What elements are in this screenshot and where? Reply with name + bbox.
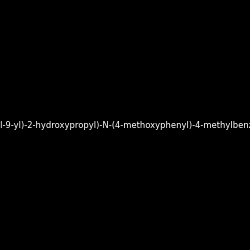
Text: N-(3-(9H-carbazol-9-yl)-2-hydroxypropyl)-N-(4-methoxyphenyl)-4-methylbenzenesulf: N-(3-(9H-carbazol-9-yl)-2-hydroxypropyl)…	[0, 120, 250, 130]
